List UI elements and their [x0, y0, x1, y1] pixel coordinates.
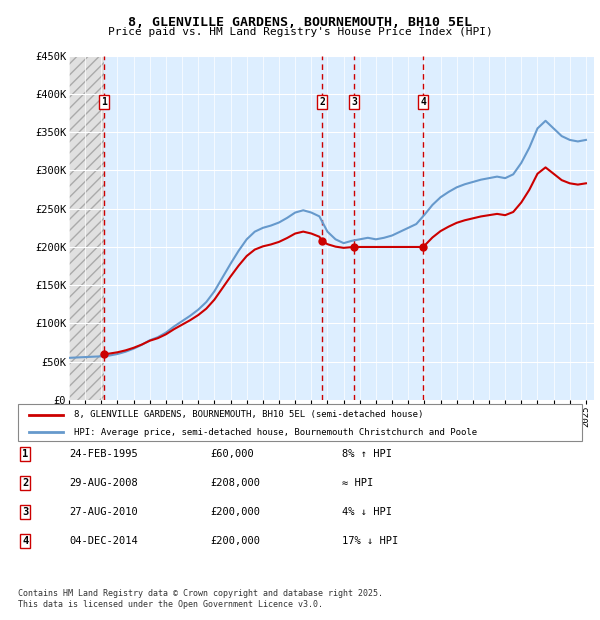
- Text: £200,000: £200,000: [210, 507, 260, 517]
- Text: 4: 4: [22, 536, 28, 546]
- Text: 4% ↓ HPI: 4% ↓ HPI: [342, 507, 392, 517]
- Text: £60,000: £60,000: [210, 449, 254, 459]
- Text: 2: 2: [22, 478, 28, 488]
- Text: 1: 1: [101, 97, 107, 107]
- Text: 29-AUG-2008: 29-AUG-2008: [69, 478, 138, 488]
- Text: Price paid vs. HM Land Registry's House Price Index (HPI): Price paid vs. HM Land Registry's House …: [107, 27, 493, 37]
- Text: 8, GLENVILLE GARDENS, BOURNEMOUTH, BH10 5EL: 8, GLENVILLE GARDENS, BOURNEMOUTH, BH10 …: [128, 16, 472, 29]
- Text: 1: 1: [22, 449, 28, 459]
- Text: 4: 4: [420, 97, 426, 107]
- Bar: [69, 56, 104, 400]
- Text: 8% ↑ HPI: 8% ↑ HPI: [342, 449, 392, 459]
- Text: 04-DEC-2014: 04-DEC-2014: [69, 536, 138, 546]
- Text: 3: 3: [352, 97, 357, 107]
- FancyBboxPatch shape: [18, 404, 582, 441]
- Text: £208,000: £208,000: [210, 478, 260, 488]
- Text: 8, GLENVILLE GARDENS, BOURNEMOUTH, BH10 5EL (semi-detached house): 8, GLENVILLE GARDENS, BOURNEMOUTH, BH10 …: [74, 410, 424, 419]
- Text: £200,000: £200,000: [210, 536, 260, 546]
- Text: 3: 3: [22, 507, 28, 517]
- Text: Contains HM Land Registry data © Crown copyright and database right 2025.
This d: Contains HM Land Registry data © Crown c…: [18, 590, 383, 609]
- Text: 17% ↓ HPI: 17% ↓ HPI: [342, 536, 398, 546]
- Text: 24-FEB-1995: 24-FEB-1995: [69, 449, 138, 459]
- Text: 2: 2: [319, 97, 325, 107]
- Text: HPI: Average price, semi-detached house, Bournemouth Christchurch and Poole: HPI: Average price, semi-detached house,…: [74, 428, 478, 436]
- Text: ≈ HPI: ≈ HPI: [342, 478, 373, 488]
- Text: 27-AUG-2010: 27-AUG-2010: [69, 507, 138, 517]
